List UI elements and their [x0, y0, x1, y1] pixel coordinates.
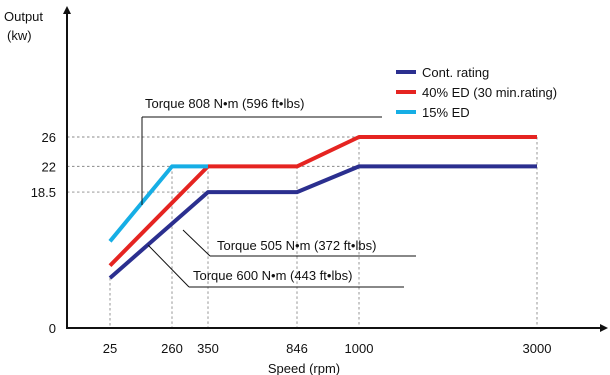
- axes-layer: [63, 6, 608, 332]
- torque-annotation-3: Torque 600 N•m (443 ft•lbs): [193, 268, 352, 283]
- torque-annotation-leader-2: [182, 229, 211, 257]
- series-line-40-ed-30-min-rating: [108, 135, 537, 268]
- x-tick-label-260: 260: [161, 341, 183, 356]
- series-line-15-ed: [108, 164, 208, 243]
- annotations-layer: Torque 808 N•m (596 ft•lbs) Torque 505 N•…: [141, 96, 416, 288]
- x-axis-label: Speed (rpm): [268, 361, 340, 375]
- y-axis-label-line2: (kw): [7, 28, 32, 43]
- torque-annotation-1: Torque 808 N•m (596 ft•lbs): [145, 96, 304, 111]
- x-tick-label-350: 350: [197, 341, 219, 356]
- x-tick-label-846: 846: [286, 341, 308, 356]
- x-tick-label-25: 25: [103, 341, 117, 356]
- legend-label-15-ed: 15% ED: [422, 105, 470, 120]
- x-tick-label-1000: 1000: [345, 341, 374, 356]
- y-tick-label-22: 22: [42, 159, 56, 174]
- x-tick-label-3000: 3000: [523, 341, 552, 356]
- torque-annotation-leader-3: [147, 244, 190, 288]
- y-axis-arrow: [63, 6, 71, 14]
- torque-annotation-2: Torque 505 N•m (372 ft•lbs): [217, 238, 376, 253]
- y-axis-label-line1: Output: [4, 9, 43, 24]
- legend-label-40-ed-30-min-rating: 40% ED (30 min.rating): [422, 85, 557, 100]
- series-line-cont-rating: [108, 164, 537, 280]
- ticks-layer: 0 18.5 22 26 25 260 350 846 1000 3000: [31, 130, 552, 356]
- y-tick-label-0: 0: [49, 321, 56, 336]
- y-tick-label-26: 26: [42, 130, 56, 145]
- legend-label-cont-rating: Cont. rating: [422, 65, 489, 80]
- series-layer: [108, 135, 537, 280]
- x-axis-arrow: [600, 324, 608, 332]
- y-tick-label-18-5: 18.5: [31, 185, 56, 200]
- legend: Cont. rating 40% ED (30 min.rating) 15% ED: [396, 65, 557, 120]
